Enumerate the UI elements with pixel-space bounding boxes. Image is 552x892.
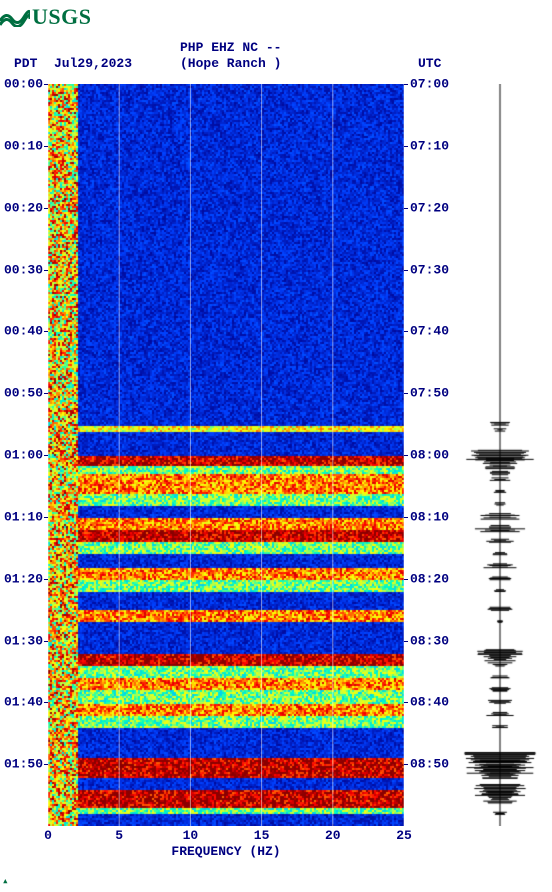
spectrogram-plot (48, 84, 404, 826)
time-tick-right: 07:50 (410, 386, 460, 401)
frequency-axis-label: FREQUENCY (HZ) (48, 844, 404, 859)
usgs-wave-icon (0, 7, 30, 27)
usgs-logo-text: USGS (32, 4, 91, 30)
time-tick-right: 08:20 (410, 571, 460, 586)
freq-tick: 25 (396, 828, 412, 843)
time-tick-left: 00:20 (4, 200, 46, 215)
time-tick-left: 00:50 (4, 386, 46, 401)
time-tick-right: 08:00 (410, 448, 460, 463)
footer-mark: ▴ (2, 874, 9, 888)
time-tick-left: 00:10 (4, 138, 46, 153)
time-tick-left: 01:00 (4, 448, 46, 463)
usgs-logo: USGS (0, 4, 91, 30)
station-line2: (Hope Ranch ) (180, 56, 281, 71)
freq-tick: 0 (44, 828, 52, 843)
time-tick-right: 08:10 (410, 509, 460, 524)
freq-tick: 20 (325, 828, 341, 843)
time-tick-right: 08:30 (410, 633, 460, 648)
time-tick-right: 07:10 (410, 138, 460, 153)
time-tick-right: 07:30 (410, 262, 460, 277)
freq-tick: 15 (254, 828, 270, 843)
tz-right-label: UTC (418, 56, 441, 71)
time-tick-left: 01:40 (4, 695, 46, 710)
time-tick-left: 01:30 (4, 633, 46, 648)
time-tick-right: 08:50 (410, 757, 460, 772)
station-line1: PHP EHZ NC -- (180, 40, 281, 55)
tz-left-label: PDT (14, 56, 37, 71)
seismogram-canvas (460, 84, 540, 826)
time-tick-left: 01:20 (4, 571, 46, 586)
time-tick-left: 00:40 (4, 324, 46, 339)
time-tick-right: 08:40 (410, 695, 460, 710)
time-tick-left: 01:10 (4, 509, 46, 524)
freq-tick: 5 (115, 828, 123, 843)
spectrogram-canvas (48, 84, 404, 826)
time-tick-left: 01:50 (4, 757, 46, 772)
seismogram-trace (460, 84, 540, 826)
time-tick-left: 00:00 (4, 77, 46, 92)
date-label: Jul29,2023 (54, 56, 132, 71)
freq-tick: 10 (183, 828, 199, 843)
time-tick-right: 07:20 (410, 200, 460, 215)
time-tick-right: 07:40 (410, 324, 460, 339)
time-tick-left: 00:30 (4, 262, 46, 277)
time-tick-right: 07:00 (410, 77, 460, 92)
